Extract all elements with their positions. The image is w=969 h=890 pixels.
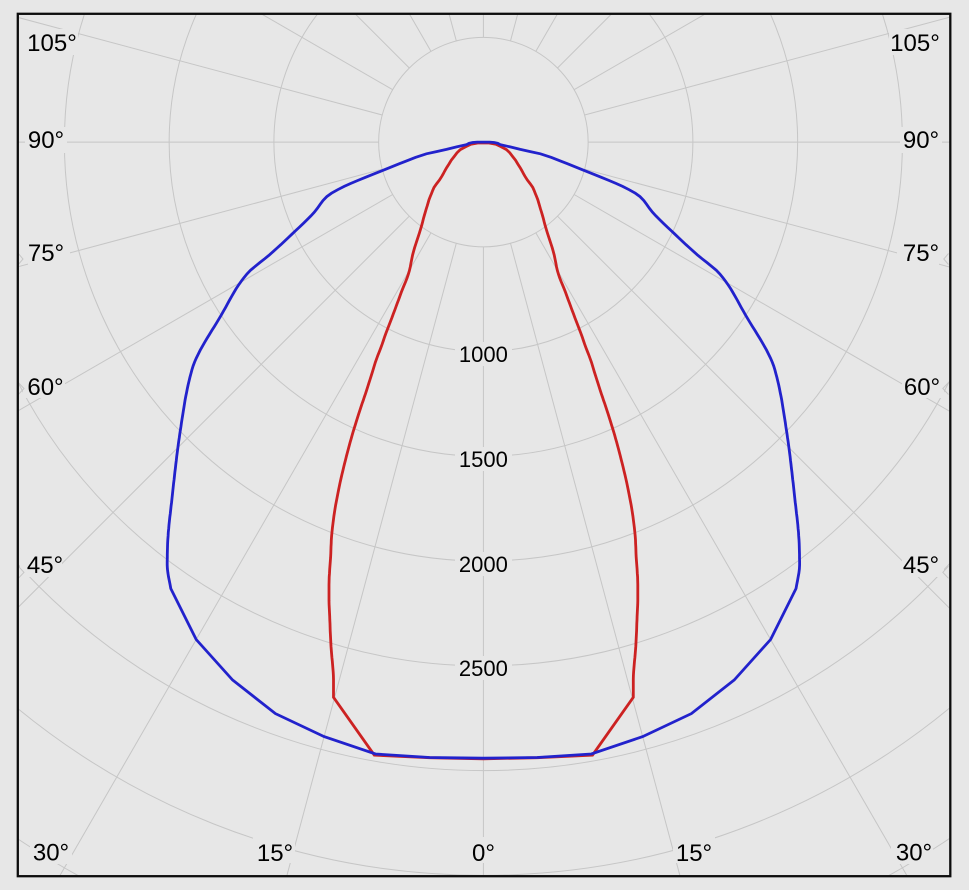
svg-text:90°: 90°: [903, 127, 939, 154]
svg-text:90°: 90°: [28, 127, 64, 154]
svg-text:1500: 1500: [459, 447, 508, 472]
svg-text:60°: 60°: [904, 374, 940, 401]
svg-text:30°: 30°: [896, 840, 932, 867]
svg-text:45°: 45°: [903, 552, 939, 579]
svg-text:15°: 15°: [676, 840, 712, 867]
svg-text:15°: 15°: [257, 840, 293, 867]
svg-text:105°: 105°: [27, 30, 77, 57]
svg-text:1000: 1000: [459, 342, 508, 367]
svg-text:30°: 30°: [33, 840, 69, 867]
svg-text:2000: 2000: [459, 552, 508, 577]
svg-text:75°: 75°: [903, 240, 939, 267]
svg-text:60°: 60°: [27, 374, 63, 401]
svg-text:2500: 2500: [459, 656, 508, 681]
svg-text:75°: 75°: [28, 240, 64, 267]
svg-text:0°: 0°: [472, 840, 495, 867]
svg-text:45°: 45°: [27, 552, 63, 579]
svg-text:105°: 105°: [890, 30, 940, 57]
